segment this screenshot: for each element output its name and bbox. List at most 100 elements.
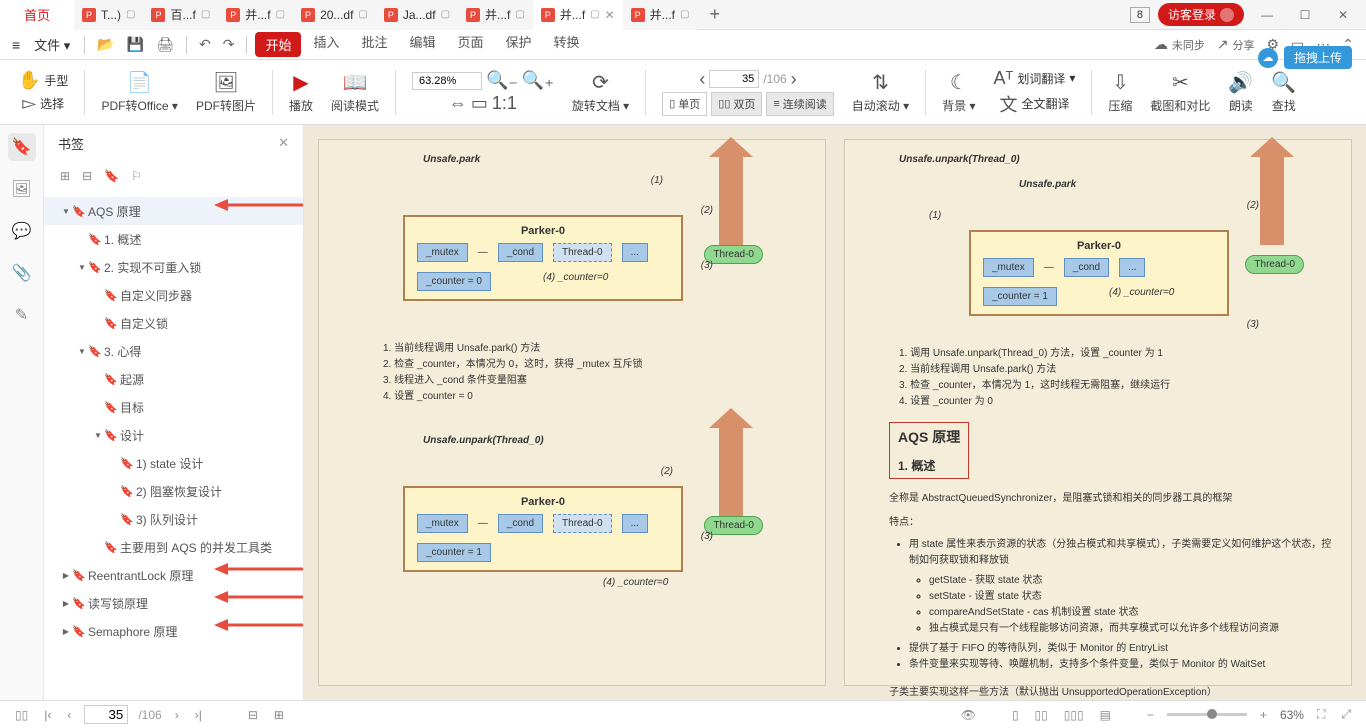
prev-page-status-icon[interactable]: ‹ — [64, 708, 74, 722]
menu-tab-编辑[interactable]: 编辑 — [400, 32, 446, 57]
bookmark-item[interactable]: 🔖1) state 设计 — [44, 449, 303, 477]
login-button[interactable]: 访客登录 — [1158, 3, 1244, 26]
minimize-button[interactable]: — — [1252, 5, 1282, 25]
split-icon[interactable]: ▢ — [276, 9, 285, 20]
zoom-input[interactable] — [412, 72, 482, 90]
nav-fwd-icon[interactable]: ⊞ — [271, 708, 287, 722]
doc-tab-1[interactable]: P百...f▢ — [143, 0, 218, 30]
undo-icon[interactable]: ↶ — [195, 36, 215, 53]
continuous-btn[interactable]: ≡ 连续阅读 — [766, 92, 833, 116]
zoom-slider[interactable] — [1167, 713, 1247, 716]
doc-tab-6[interactable]: P并...f▢✕ — [533, 0, 623, 30]
save-icon[interactable]: 💾 — [123, 36, 148, 53]
redo-icon[interactable]: ↷ — [219, 36, 239, 53]
expand-icon[interactable]: ▼ — [76, 263, 88, 272]
bookmark-item[interactable]: 🔖起源 — [44, 365, 303, 393]
shape-icon[interactable]: ✎ — [8, 301, 36, 329]
rotate-doc[interactable]: ⟳旋转文档 ▾ — [566, 70, 635, 114]
drag-upload-badge[interactable]: 拖拽上传 — [1284, 46, 1352, 69]
bookmark-item[interactable]: ▼🔖3. 心得 — [44, 337, 303, 365]
bookmark-item[interactable]: 🔖3) 队列设计 — [44, 505, 303, 533]
view-double-icon[interactable]: ▯▯▯ — [1061, 708, 1087, 722]
fit-icon[interactable]: ⛶ — [1314, 707, 1328, 722]
comment-icon[interactable]: 💬 — [8, 217, 36, 245]
bm-add-icon[interactable]: ⊞ — [60, 169, 70, 183]
home-tab[interactable]: 首页 — [0, 0, 74, 30]
menu-tab-保护[interactable]: 保护 — [496, 32, 542, 57]
page-input[interactable] — [709, 70, 759, 88]
cloud-sync-icon[interactable]: ☁ 未同步 — [1150, 36, 1209, 53]
doc-tab-7[interactable]: P并...f▢ — [623, 0, 698, 30]
next-page-status-icon[interactable]: › — [172, 708, 182, 722]
share-icon[interactable]: ↗ 分享 — [1213, 36, 1259, 53]
menu-icon[interactable]: ≡ — [8, 37, 24, 53]
fit-page-icon[interactable]: ▭ — [471, 93, 488, 114]
word-translate[interactable]: Aᵀ划词翻译 ▾ — [994, 68, 1076, 89]
doc-tab-2[interactable]: P并...f▢ — [218, 0, 293, 30]
cloud-upload-icon[interactable]: ☁ — [1258, 48, 1278, 68]
fullscreen-icon[interactable]: ⤢ — [1338, 707, 1354, 722]
new-tab-button[interactable]: + — [697, 4, 732, 25]
actual-size-icon[interactable]: 1:1 — [492, 93, 517, 114]
menu-tab-开始[interactable]: 开始 — [255, 32, 301, 57]
view-continuous-icon[interactable]: ▯▯ — [1032, 708, 1051, 722]
bookmark-item[interactable]: 🔖目标 — [44, 393, 303, 421]
compress[interactable]: ⇩压缩 — [1102, 70, 1138, 114]
document-viewport[interactable]: 🗨 Unsafe.park Parker-0 _mutex— _cond Thr… — [304, 125, 1366, 700]
menu-tab-页面[interactable]: 页面 — [448, 32, 494, 57]
expand-icon[interactable]: ▶ — [60, 627, 72, 636]
tab-close-icon[interactable]: ✕ — [605, 8, 615, 22]
zoom-in-icon[interactable]: 🔍₊ — [522, 70, 554, 91]
split-icon[interactable]: ▢ — [358, 9, 367, 20]
double-page-btn[interactable]: ▯▯ 双页 — [711, 92, 762, 116]
bookmark-item[interactable]: 🔖自定义同步器 — [44, 281, 303, 309]
view-book-icon[interactable]: ▤ — [1097, 708, 1114, 722]
close-button[interactable]: ✕ — [1328, 5, 1358, 25]
play-button[interactable]: ▶播放 — [283, 70, 319, 114]
split-icon[interactable]: ▢ — [590, 9, 599, 20]
pdf-to-office[interactable]: 📄PDF转Office ▾ — [95, 70, 184, 114]
bm-delete-icon[interactable]: ⊟ — [82, 169, 92, 183]
expand-icon[interactable]: ▶ — [60, 571, 72, 580]
zoom-in-status-icon[interactable]: + — [1257, 708, 1270, 722]
split-icon[interactable]: ▢ — [515, 9, 524, 20]
single-page-btn[interactable]: ▯ 单页 — [662, 92, 707, 116]
find[interactable]: 🔍查找 — [1265, 70, 1302, 114]
next-page-icon[interactable]: › — [791, 69, 797, 90]
bm-bookmark-icon[interactable]: 🔖 — [104, 169, 119, 183]
split-icon[interactable]: ▢ — [126, 9, 135, 20]
read-mode[interactable]: 📖阅读模式 — [325, 70, 385, 114]
bookmark-item[interactable]: 🔖2) 阻塞恢复设计 — [44, 477, 303, 505]
expand-icon[interactable]: ▼ — [60, 207, 72, 216]
pdf-to-image[interactable]: 🖼PDF转图片 — [190, 70, 262, 114]
nav-back-icon[interactable]: ⊟ — [245, 708, 261, 722]
bookmark-item[interactable]: ▼🔖设计 — [44, 421, 303, 449]
thumbnail-icon[interactable]: 🖼 — [8, 175, 36, 203]
prev-page-icon[interactable]: ‹ — [699, 69, 705, 90]
open-icon[interactable]: 📂 — [93, 36, 118, 53]
eye-icon[interactable]: 👁 — [958, 708, 979, 722]
background[interactable]: ☾背景 ▾ — [936, 70, 981, 114]
auto-scroll[interactable]: ⇅自动滚动 ▾ — [846, 70, 915, 114]
menu-tab-转换[interactable]: 转换 — [544, 32, 590, 57]
first-page-icon[interactable]: |‹ — [41, 708, 54, 722]
maximize-button[interactable]: ☐ — [1290, 5, 1320, 25]
zoom-out-status-icon[interactable]: − — [1144, 708, 1157, 722]
bm-flag-icon[interactable]: ⚐ — [131, 169, 142, 183]
print-icon[interactable]: 🖨 — [152, 36, 178, 53]
split-icon[interactable]: ▢ — [201, 9, 210, 20]
file-menu[interactable]: 文件 ▾ — [28, 35, 76, 54]
doc-tab-0[interactable]: PT...)▢ — [74, 0, 143, 30]
attachment-icon[interactable]: 📎 — [8, 259, 36, 287]
panel-close-icon[interactable]: ✕ — [278, 135, 289, 151]
hand-tool[interactable]: ✋手型 — [18, 70, 68, 91]
select-tool[interactable]: ▻选择 — [22, 93, 64, 114]
full-translate[interactable]: 文全文翻译 — [999, 91, 1069, 117]
doc-tab-4[interactable]: PJa...df▢ — [376, 0, 458, 30]
expand-icon[interactable]: ▶ — [60, 599, 72, 608]
sidebar-toggle-icon[interactable]: ▯▯ — [12, 708, 31, 722]
bookmark-item[interactable]: 🔖主要用到 AQS 的并发工具类 — [44, 533, 303, 561]
expand-icon[interactable]: ▼ — [76, 347, 88, 356]
menu-tab-插入[interactable]: 插入 — [303, 32, 349, 57]
screenshot-compare[interactable]: ✂截图和对比 — [1144, 70, 1216, 114]
